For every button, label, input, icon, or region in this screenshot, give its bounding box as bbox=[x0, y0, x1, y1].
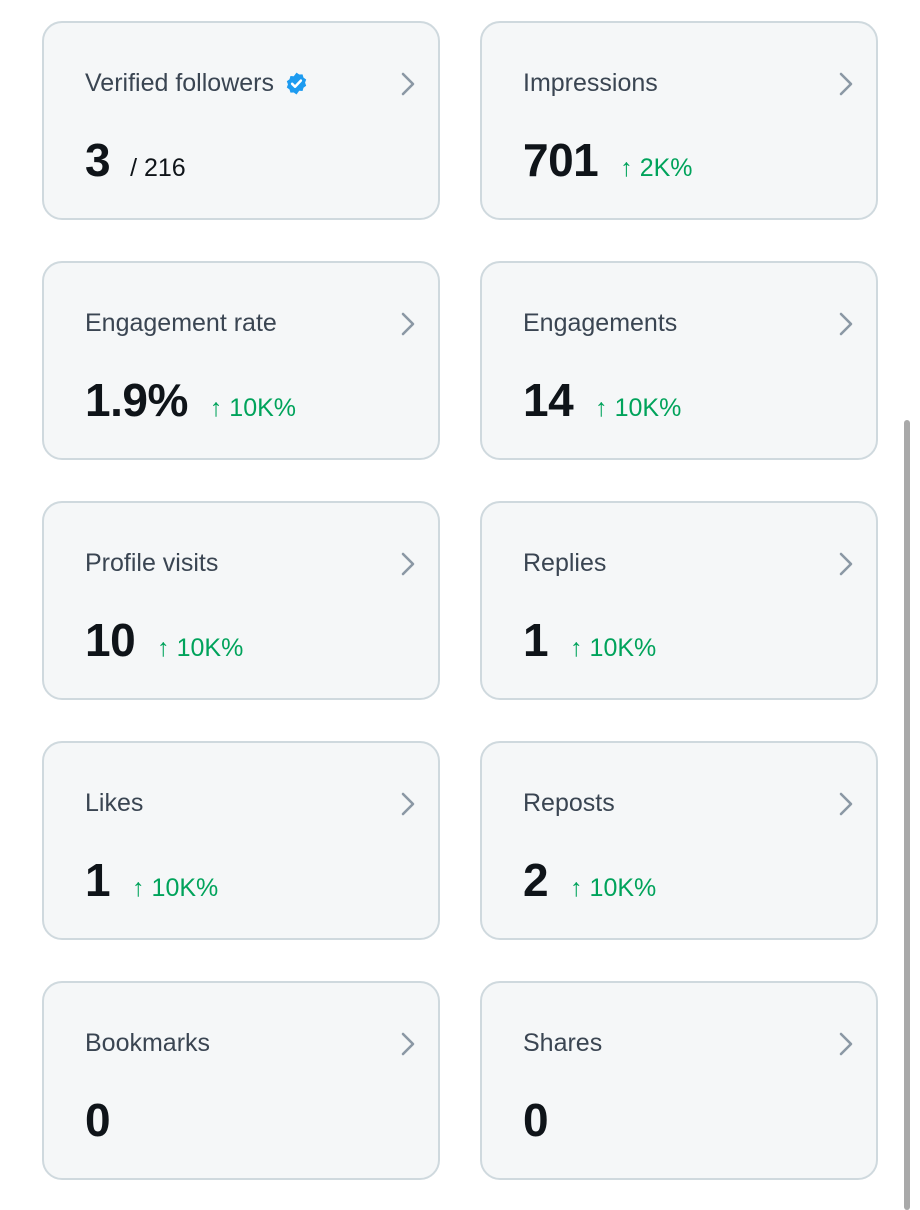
verified-badge-icon bbox=[286, 72, 307, 95]
metric-denominator: / 216 bbox=[130, 154, 186, 182]
card-title: Impressions bbox=[523, 69, 658, 98]
metric-value: 1 bbox=[85, 854, 111, 906]
card-verified-followers[interactable]: Verified followers 3 / 216 bbox=[42, 21, 440, 220]
card-shares[interactable]: Shares 0 bbox=[480, 981, 878, 1180]
metric-row: 14 ↑ 10K% bbox=[523, 373, 681, 427]
card-title: Reposts bbox=[523, 789, 615, 818]
card-impressions[interactable]: Impressions 701 ↑ 2K% bbox=[480, 21, 878, 220]
card-reposts[interactable]: Reposts 2 ↑ 10K% bbox=[480, 741, 878, 940]
card-title: Verified followers bbox=[85, 69, 309, 98]
chevron-right-icon bbox=[839, 72, 853, 96]
metric-change: ↑ 10K% bbox=[595, 394, 682, 422]
chevron-right-icon bbox=[839, 792, 853, 816]
card-title: Engagement rate bbox=[85, 309, 277, 338]
chevron-right-icon bbox=[401, 1032, 415, 1056]
card-label: Engagements bbox=[523, 309, 678, 337]
metric-row: 10 ↑ 10K% bbox=[85, 613, 243, 667]
card-title: Bookmarks bbox=[85, 1029, 210, 1058]
metric-row: 0 bbox=[523, 1093, 549, 1147]
analytics-card-grid: Verified followers 3 / 216 Impressions 7… bbox=[42, 21, 878, 1180]
metric-row: 1 ↑ 10K% bbox=[85, 853, 218, 907]
card-label: Profile visits bbox=[85, 549, 219, 577]
card-title: Replies bbox=[523, 549, 606, 578]
metric-value: 0 bbox=[85, 1094, 111, 1146]
chevron-right-icon bbox=[839, 1032, 853, 1056]
card-bookmarks[interactable]: Bookmarks 0 bbox=[42, 981, 440, 1180]
metric-change: ↑ 2K% bbox=[620, 154, 693, 182]
card-label: Likes bbox=[85, 789, 144, 817]
card-likes[interactable]: Likes 1 ↑ 10K% bbox=[42, 741, 440, 940]
metric-change: ↑ 10K% bbox=[570, 634, 657, 662]
metric-value: 10 bbox=[85, 614, 136, 666]
metric-value: 1 bbox=[523, 614, 549, 666]
chevron-right-icon bbox=[839, 552, 853, 576]
card-title: Likes bbox=[85, 789, 143, 818]
metric-row: 1 ↑ 10K% bbox=[523, 613, 656, 667]
metric-value: 14 bbox=[523, 374, 574, 426]
metric-row: 2 ↑ 10K% bbox=[523, 853, 656, 907]
chevron-right-icon bbox=[401, 312, 415, 336]
card-label: Reposts bbox=[523, 789, 615, 817]
card-profile-visits[interactable]: Profile visits 10 ↑ 10K% bbox=[42, 501, 440, 700]
metric-change: ↑ 10K% bbox=[157, 634, 244, 662]
chevron-right-icon bbox=[401, 792, 415, 816]
metric-row: 701 ↑ 2K% bbox=[523, 133, 693, 187]
card-replies[interactable]: Replies 1 ↑ 10K% bbox=[480, 501, 878, 700]
card-label: Impressions bbox=[523, 69, 658, 97]
card-label: Engagement rate bbox=[85, 309, 277, 337]
card-label: Bookmarks bbox=[85, 1029, 211, 1057]
metric-change: ↑ 10K% bbox=[132, 874, 219, 902]
card-label: Shares bbox=[523, 1029, 603, 1057]
card-label: Verified followers bbox=[85, 69, 274, 97]
chevron-right-icon bbox=[401, 72, 415, 96]
metric-value: 701 bbox=[523, 134, 599, 186]
metric-value: 3 bbox=[85, 134, 111, 186]
metric-row: 1.9% ↑ 10K% bbox=[85, 373, 296, 427]
metric-change: ↑ 10K% bbox=[570, 874, 657, 902]
chevron-right-icon bbox=[401, 552, 415, 576]
metric-row: 0 bbox=[85, 1093, 111, 1147]
card-title: Engagements bbox=[523, 309, 677, 338]
metric-value: 1.9% bbox=[85, 374, 188, 426]
card-engagement-rate[interactable]: Engagement rate 1.9% ↑ 10K% bbox=[42, 261, 440, 460]
chevron-right-icon bbox=[839, 312, 853, 336]
metric-value: 2 bbox=[523, 854, 549, 906]
metric-value: 0 bbox=[523, 1094, 549, 1146]
card-engagements[interactable]: Engagements 14 ↑ 10K% bbox=[480, 261, 878, 460]
metric-row: 3 / 216 bbox=[85, 133, 186, 187]
card-title: Shares bbox=[523, 1029, 602, 1058]
scrollbar[interactable] bbox=[904, 420, 910, 1210]
card-label: Replies bbox=[523, 549, 607, 577]
metric-change: ↑ 10K% bbox=[209, 394, 297, 422]
card-title: Profile visits bbox=[85, 549, 218, 578]
